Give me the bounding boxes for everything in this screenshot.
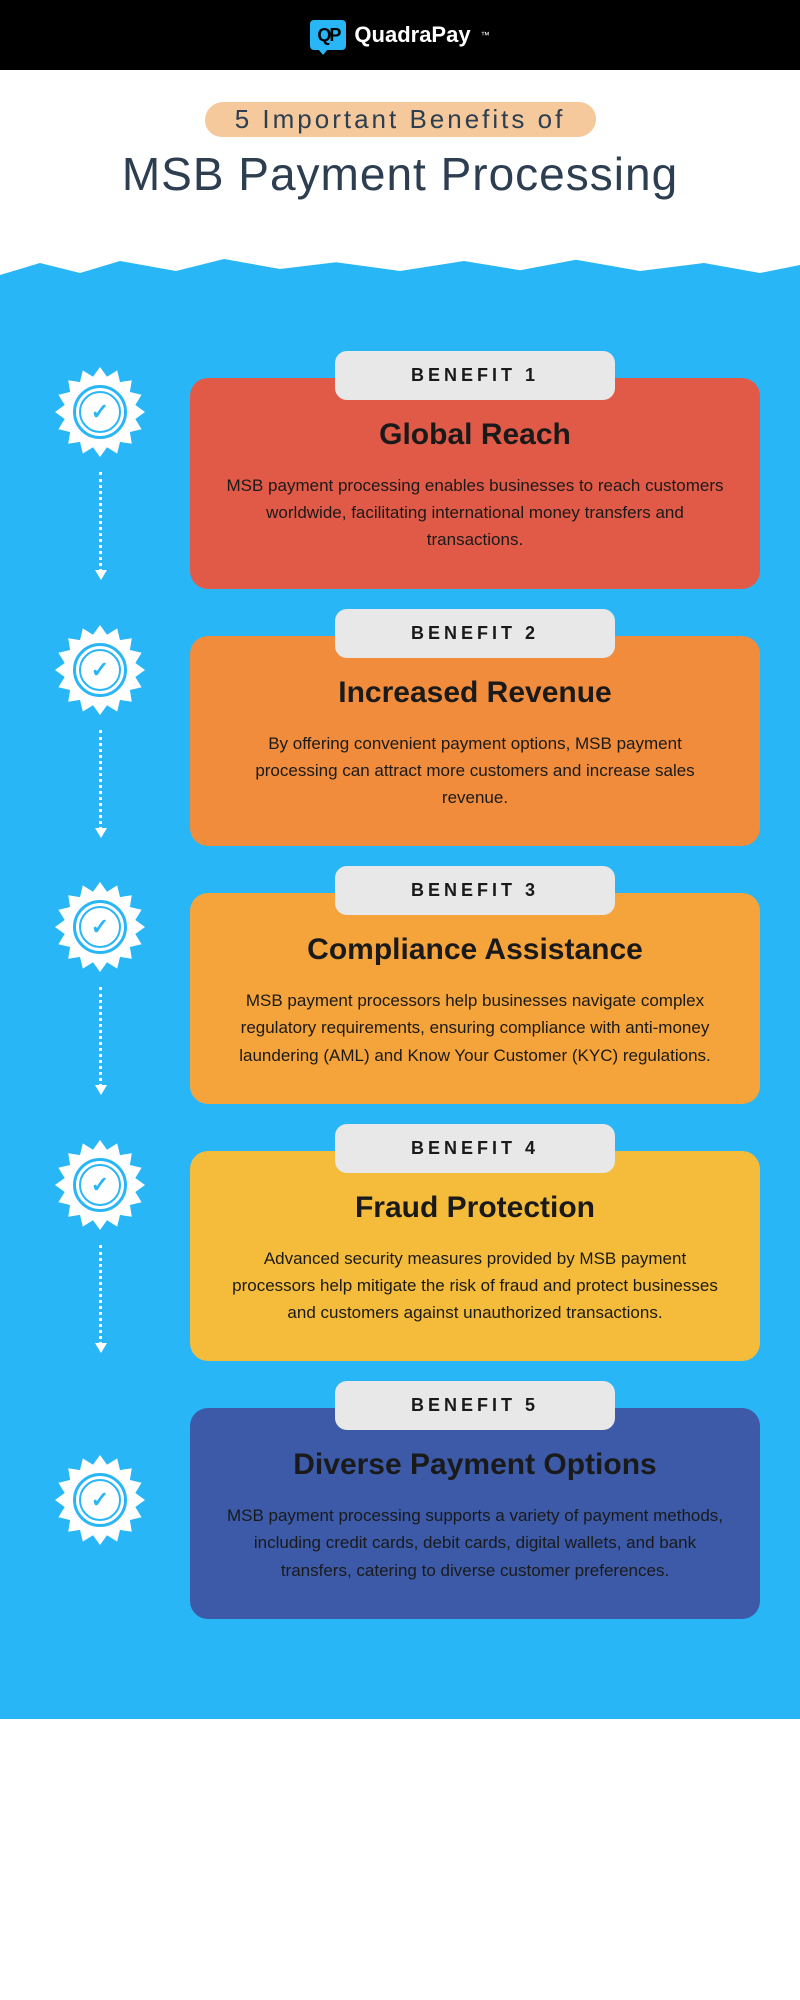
card-column: BENEFIT 5 Diverse Payment Options MSB pa… [190, 1381, 760, 1619]
benefit-row: ✓ BENEFIT 3 Compliance Assistance MSB pa… [40, 866, 760, 1104]
benefit-card: Diverse Payment Options MSB payment proc… [190, 1408, 760, 1619]
benefit-description: MSB payment processing enables businesse… [225, 472, 725, 554]
arrow-down-icon [99, 730, 102, 830]
benefit-description: By offering convenient payment options, … [225, 730, 725, 812]
benefit-label: BENEFIT 4 [335, 1124, 615, 1173]
check-icon: ✓ [91, 657, 109, 683]
benefit-card: Increased Revenue By offering convenient… [190, 636, 760, 847]
benefit-title: Global Reach [225, 418, 725, 452]
benefit-card: Fraud Protection Advanced security measu… [190, 1151, 760, 1362]
arrow-down-icon [99, 472, 102, 572]
check-icon: ✓ [91, 1487, 109, 1513]
benefit-title: Compliance Assistance [225, 933, 725, 967]
benefit-label: BENEFIT 5 [335, 1381, 615, 1430]
benefit-card: Global Reach MSB payment processing enab… [190, 378, 760, 589]
main-content: ✓ BENEFIT 1 Global Reach MSB payment pro… [0, 291, 800, 1719]
benefit-row: ✓ BENEFIT 1 Global Reach MSB payment pro… [40, 351, 760, 589]
header-bar: QP QuadraPay ™ [0, 0, 800, 70]
benefit-label: BENEFIT 2 [335, 609, 615, 658]
icon-column: ✓ [40, 367, 160, 572]
card-column: BENEFIT 1 Global Reach MSB payment proce… [190, 351, 760, 589]
icon-column: ✓ [40, 625, 160, 830]
logo-icon: QP [310, 20, 346, 50]
benefit-row: ✓ BENEFIT 2 Increased Revenue By offerin… [40, 609, 760, 847]
checkmark-badge-icon: ✓ [55, 367, 145, 457]
brand-name: QuadraPay [354, 22, 470, 48]
check-icon: ✓ [91, 914, 109, 940]
icon-column: ✓ [40, 882, 160, 1087]
benefit-title: Increased Revenue [225, 676, 725, 710]
benefit-description: MSB payment processors help businesses n… [225, 987, 725, 1069]
torn-edge-decoration [0, 251, 800, 291]
check-icon: ✓ [91, 1172, 109, 1198]
card-column: BENEFIT 3 Compliance Assistance MSB paym… [190, 866, 760, 1104]
checkmark-badge-icon: ✓ [55, 1455, 145, 1545]
checkmark-badge-icon: ✓ [55, 625, 145, 715]
benefit-label: BENEFIT 1 [335, 351, 615, 400]
benefit-label: BENEFIT 3 [335, 866, 615, 915]
benefit-row: ✓ BENEFIT 4 Fraud Protection Advanced se… [40, 1124, 760, 1362]
trademark: ™ [481, 30, 490, 40]
benefit-card: Compliance Assistance MSB payment proces… [190, 893, 760, 1104]
benefit-description: MSB payment processing supports a variet… [225, 1502, 725, 1584]
check-icon: ✓ [91, 399, 109, 425]
card-column: BENEFIT 4 Fraud Protection Advanced secu… [190, 1124, 760, 1362]
arrow-down-icon [99, 987, 102, 1087]
brand-logo: QP QuadraPay ™ [310, 20, 489, 50]
checkmark-badge-icon: ✓ [55, 1140, 145, 1230]
arrow-down-icon [99, 1245, 102, 1345]
main-title: MSB Payment Processing [20, 147, 780, 201]
card-column: BENEFIT 2 Increased Revenue By offering … [190, 609, 760, 847]
icon-column: ✓ [40, 1455, 160, 1545]
benefit-title: Fraud Protection [225, 1191, 725, 1225]
title-section: 5 Important Benefits of MSB Payment Proc… [0, 70, 800, 251]
benefit-title: Diverse Payment Options [225, 1448, 725, 1482]
subtitle: 5 Important Benefits of [235, 104, 566, 135]
logo-glyph: QP [317, 25, 339, 46]
benefit-description: Advanced security measures provided by M… [225, 1245, 725, 1327]
subtitle-brush: 5 Important Benefits of [205, 100, 596, 139]
benefit-row: ✓ BENEFIT 5 Diverse Payment Options MSB … [40, 1381, 760, 1619]
checkmark-badge-icon: ✓ [55, 882, 145, 972]
icon-column: ✓ [40, 1140, 160, 1345]
